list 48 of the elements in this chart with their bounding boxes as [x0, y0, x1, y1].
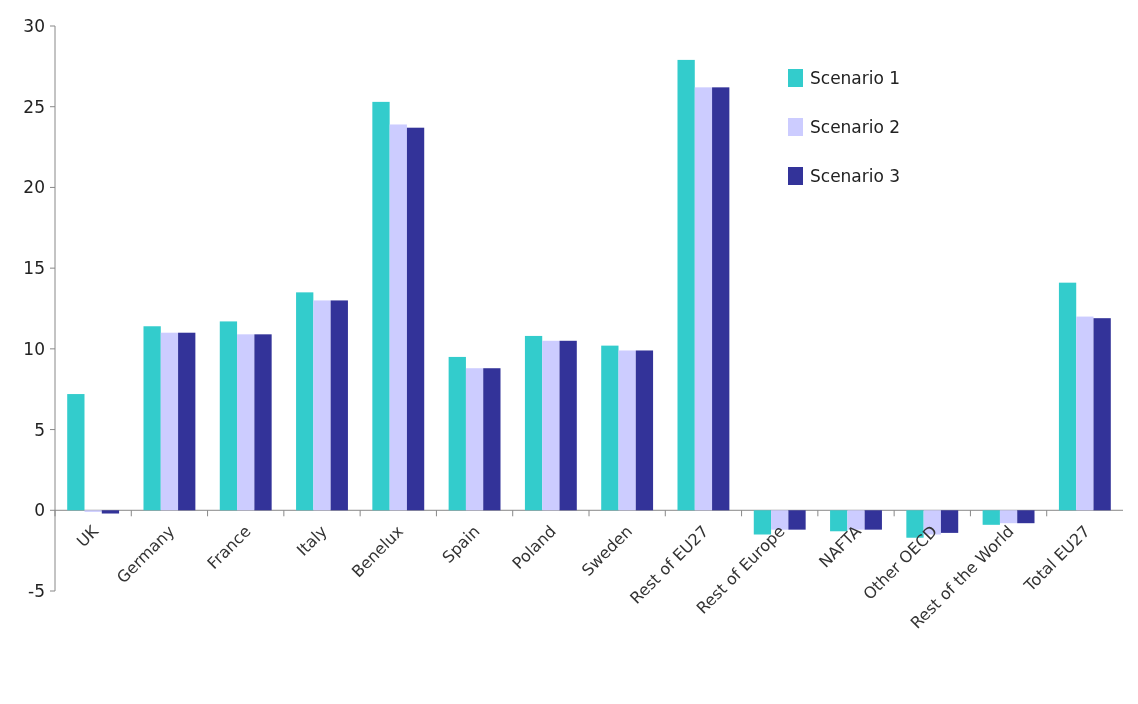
y-tick-label: 20: [23, 177, 45, 198]
bar: [313, 300, 331, 511]
y-tick-label: -5: [28, 580, 45, 601]
bar: [101, 510, 120, 514]
y-tick-label: 0: [34, 500, 45, 521]
bar: [254, 334, 272, 511]
bar: [864, 510, 882, 530]
bar: [143, 326, 161, 511]
bar: [372, 101, 390, 511]
bar: [178, 332, 196, 511]
bar: [219, 321, 238, 511]
bar: [635, 350, 654, 511]
bar: [712, 87, 730, 511]
y-tick-label: 15: [23, 258, 45, 279]
bar: [1017, 510, 1035, 524]
legend-label: Scenario 3: [810, 165, 901, 186]
bar: [677, 59, 695, 511]
bar: [559, 340, 577, 511]
legend-label: Scenario 1: [810, 67, 901, 88]
bar: [694, 87, 713, 511]
bar: [448, 356, 466, 511]
bar: [237, 334, 255, 511]
bar: [406, 127, 425, 511]
bar: [542, 340, 560, 511]
bar: [771, 510, 789, 530]
bar: [296, 292, 314, 511]
bar: [1076, 316, 1094, 511]
bar: [160, 332, 179, 511]
bar: [999, 510, 1018, 524]
bar: [601, 345, 619, 511]
bar: [483, 368, 501, 511]
bar: [788, 510, 806, 530]
y-tick-label: 5: [34, 419, 45, 440]
bar: [1058, 282, 1077, 511]
bar: [465, 368, 484, 511]
bar: [330, 300, 348, 511]
bar: [389, 124, 407, 511]
bar: [982, 510, 1000, 525]
y-tick-label: 10: [23, 338, 45, 359]
bar: [618, 350, 636, 511]
x-tick-label: UK: [72, 521, 103, 551]
legend-label: Scenario 2: [810, 116, 901, 137]
bar: [524, 335, 543, 511]
y-tick-label: 25: [23, 96, 45, 117]
bar: [940, 510, 959, 533]
y-tick-label: 30: [23, 15, 45, 36]
bar: [1093, 318, 1111, 511]
bar: [67, 394, 85, 511]
